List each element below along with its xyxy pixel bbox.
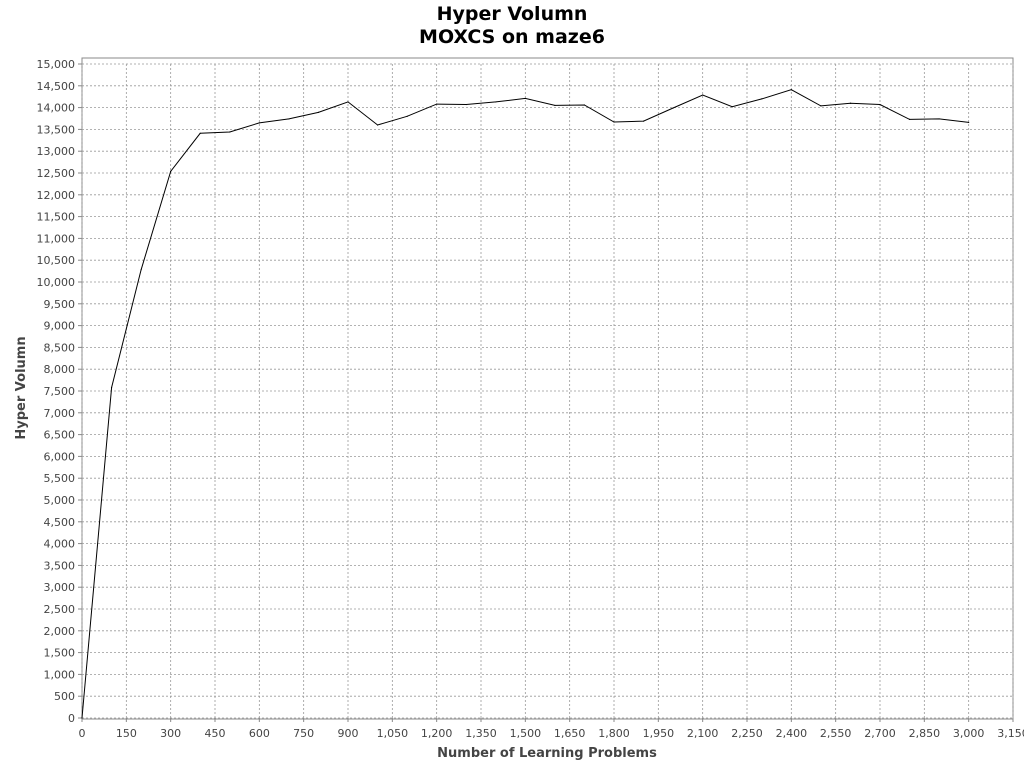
data-point (110, 386, 113, 389)
data-point (81, 717, 83, 719)
x-axis-label: Number of Learning Problems (437, 746, 657, 761)
y-axis-label: Hyper Volumn (14, 336, 29, 439)
data-point (170, 170, 172, 172)
data-point (583, 104, 586, 106)
data-point (968, 121, 970, 124)
data-point (140, 269, 142, 271)
data-point (820, 105, 822, 107)
data-point (790, 89, 792, 91)
y-tick-label: 0 (68, 712, 75, 725)
x-tick-label: 1,050 (377, 727, 409, 740)
y-tick-label: 4,000 (44, 538, 76, 551)
data-point (849, 102, 852, 104)
data-point (229, 131, 231, 133)
series-group (81, 89, 970, 719)
x-tick-label: 2,700 (864, 727, 896, 740)
data-point (672, 107, 674, 109)
data-point (731, 106, 733, 108)
x-tick-label: 2,550 (820, 727, 852, 740)
y-tick-label: 3,500 (44, 559, 76, 572)
x-tick-label: 300 (160, 727, 181, 740)
y-tick-label: 14,500 (37, 80, 76, 93)
x-tick-label: 3,150 (997, 727, 1024, 740)
y-tick-label: 2,500 (44, 603, 76, 616)
data-point (288, 118, 290, 120)
data-point (524, 97, 526, 100)
x-tick-label: 1,500 (510, 727, 542, 740)
x-tick-label: 2,850 (909, 727, 941, 740)
x-tick-label: 2,100 (687, 727, 719, 740)
y-tick-label: 7,500 (44, 385, 76, 398)
y-tick-label: 5,500 (44, 472, 76, 485)
y-tick-label: 12,500 (37, 167, 76, 180)
y-tick-label: 5,000 (44, 494, 76, 507)
x-tick-label: 750 (293, 727, 314, 740)
y-tick-label: 13,000 (37, 145, 76, 158)
y-tick-label: 6,000 (44, 450, 76, 463)
x-tick-label: 2,250 (731, 727, 763, 740)
chart-title: Hyper Volumn (436, 3, 588, 25)
y-tick-label: 500 (54, 690, 75, 703)
y-tick-label: 12,000 (37, 189, 76, 202)
x-tick-label: 3,000 (953, 727, 985, 740)
x-axis: 0 150 300 450 600 750 900 1,050 1,200 1,350 1,500 1… (79, 718, 1024, 740)
y-tick-label: 14,000 (37, 102, 76, 115)
x-tick-label: 1,200 (421, 727, 453, 740)
chart-subtitle: MOXCS on maze6 (419, 26, 605, 48)
y-tick-label: 11,000 (37, 232, 76, 245)
x-tick-label: 1,950 (643, 727, 675, 740)
x-tick-label: 2,400 (776, 727, 808, 740)
y-tick-label: 7,000 (44, 407, 76, 420)
y-tick-label: 1,500 (44, 647, 76, 660)
y-tick-label: 15,000 (37, 58, 76, 71)
y-axis: 0 500 1,000 1,500 2,000 2,500 3,000 3,500 4,000 4… (37, 58, 82, 725)
data-point (199, 132, 201, 134)
y-tick-label: 3,000 (44, 581, 76, 594)
data-point (347, 101, 349, 103)
data-point (879, 103, 881, 106)
data-point (495, 101, 497, 103)
x-tick-label: 0 (79, 727, 86, 740)
data-point (465, 103, 467, 106)
x-tick-label: 1,650 (554, 727, 586, 740)
data-point (554, 104, 556, 107)
x-tick-label: 900 (338, 727, 359, 740)
plot-area (81, 57, 1014, 720)
data-point (908, 118, 911, 120)
data-point (761, 98, 763, 100)
x-tick-label: 600 (249, 727, 270, 740)
y-tick-label: 2,000 (44, 625, 76, 638)
y-tick-label: 6,500 (44, 429, 76, 442)
data-point (376, 124, 379, 126)
y-tick-label: 9,000 (44, 320, 76, 333)
y-tick-label: 13,500 (37, 123, 76, 136)
data-point (613, 121, 615, 123)
y-tick-label: 10,500 (37, 254, 76, 267)
x-tick-label: 1,350 (465, 727, 497, 740)
y-tick-label: 10,000 (37, 276, 76, 289)
y-tick-label: 1,000 (44, 668, 76, 681)
data-point (642, 120, 645, 122)
data-point (406, 115, 408, 117)
data-point (258, 122, 260, 124)
data-point (702, 94, 704, 96)
x-tick-label: 1,800 (598, 727, 630, 740)
x-tick-label: 150 (116, 727, 137, 740)
data-point (938, 118, 940, 120)
y-tick-label: 8,500 (44, 341, 76, 354)
y-tick-label: 4,500 (44, 516, 76, 529)
data-point (436, 103, 438, 105)
y-tick-label: 9,500 (44, 298, 76, 311)
y-tick-label: 8,000 (44, 363, 76, 376)
y-tick-label: 11,500 (37, 211, 76, 224)
x-tick-label: 450 (205, 727, 226, 740)
data-point (317, 111, 320, 113)
